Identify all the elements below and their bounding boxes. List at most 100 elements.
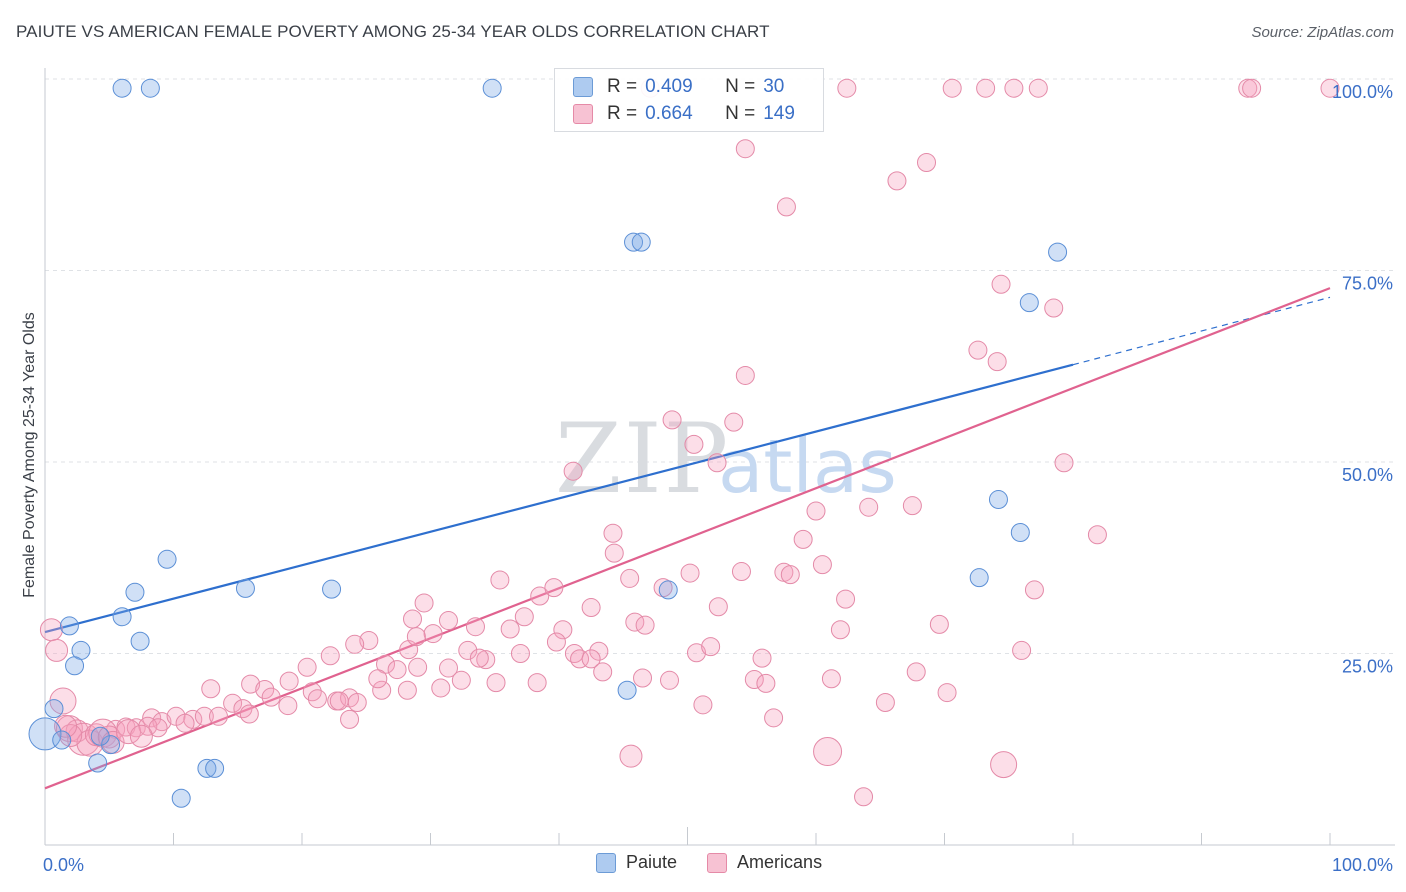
point-americans xyxy=(968,340,988,360)
point-americans xyxy=(255,680,275,700)
point-americans xyxy=(859,497,879,517)
trend-line-americans xyxy=(44,287,1331,790)
legend-n-value-paiute: 30 xyxy=(763,76,785,97)
point-americans xyxy=(917,152,937,172)
point-americans xyxy=(239,704,259,724)
point-americans xyxy=(486,673,506,693)
x-tick-label-max: 100.0% xyxy=(1332,855,1393,875)
point-americans xyxy=(116,719,142,745)
point-americans xyxy=(990,751,1018,779)
legend-item-paiute: Paiute xyxy=(596,852,677,873)
stats-legend: R = 0.409 N = 30 R = 0.664 N = 149 xyxy=(554,68,824,132)
point-paiute xyxy=(1010,522,1030,542)
point-americans xyxy=(653,578,673,598)
point-americans xyxy=(756,673,776,693)
source-label: Source: ZipAtlas.com xyxy=(1251,24,1394,41)
point-americans xyxy=(987,352,1007,372)
point-americans xyxy=(201,679,221,699)
point-americans xyxy=(329,691,349,711)
point-americans xyxy=(510,644,530,663)
point-americans xyxy=(620,568,640,588)
point-americans xyxy=(812,555,832,575)
point-paiute xyxy=(988,490,1008,510)
point-paiute xyxy=(112,78,132,98)
point-paiute xyxy=(157,549,177,569)
point-americans xyxy=(387,660,407,680)
point-americans xyxy=(490,570,510,590)
point-americans xyxy=(451,670,471,690)
point-americans xyxy=(662,410,682,430)
point-americans xyxy=(175,713,195,733)
point-americans xyxy=(345,634,365,654)
point-paiute xyxy=(235,578,255,598)
y-axis-label: Female Poverty Among 25-34 Year Olds xyxy=(21,312,38,598)
tick-labels: 25.0% 50.0% 75.0% 100.0% 0.0% 100.0% xyxy=(43,82,1393,875)
watermark-atlas: atlas xyxy=(718,424,897,510)
point-americans xyxy=(1242,78,1262,98)
point-paiute xyxy=(658,580,678,600)
point-americans xyxy=(208,706,228,726)
legend-r-value-paiute: 0.409 xyxy=(645,76,693,97)
point-americans xyxy=(469,648,489,668)
point-americans xyxy=(397,680,417,700)
point-americans xyxy=(633,668,653,688)
legend-swatch-americans xyxy=(573,104,593,124)
point-paiute xyxy=(617,680,637,700)
point-americans xyxy=(735,365,755,385)
point-americans xyxy=(942,78,962,98)
legend-row-americans: R = 0.664 N = 149 xyxy=(573,102,795,126)
point-americans xyxy=(403,609,423,629)
point-paiute xyxy=(112,607,132,627)
point-paiute xyxy=(90,726,110,746)
point-americans xyxy=(731,562,751,582)
point-americans xyxy=(340,709,360,729)
point-americans xyxy=(735,139,755,159)
point-americans xyxy=(223,693,243,713)
point-americans xyxy=(406,627,426,647)
point-americans xyxy=(902,496,922,516)
point-americans xyxy=(821,669,841,689)
point-americans xyxy=(1004,78,1024,98)
point-americans xyxy=(279,671,299,691)
legend-r-value-americans: 0.664 xyxy=(645,103,693,124)
point-americans xyxy=(707,453,727,473)
point-americans xyxy=(233,699,253,719)
point-paiute xyxy=(969,568,989,588)
point-americans xyxy=(465,617,485,637)
point-americans xyxy=(347,693,367,713)
data-points xyxy=(28,78,1340,808)
point-americans xyxy=(408,657,428,677)
point-americans xyxy=(724,412,744,432)
point-americans xyxy=(619,744,643,768)
legend-n-value-americans: 149 xyxy=(763,103,795,124)
point-americans xyxy=(423,624,443,644)
point-americans xyxy=(372,680,392,700)
point-americans xyxy=(359,630,379,650)
point-americans xyxy=(780,565,800,585)
point-americans xyxy=(476,650,496,670)
point-americans xyxy=(701,637,721,657)
point-americans xyxy=(581,598,601,618)
point-americans xyxy=(1044,298,1064,318)
point-americans xyxy=(530,586,550,606)
point-paiute xyxy=(65,656,85,676)
legend-item-americans: Americans xyxy=(707,852,822,873)
point-paiute xyxy=(171,788,191,808)
x-tick-label-min: 0.0% xyxy=(43,855,84,875)
point-americans xyxy=(635,615,655,635)
y-tick-label: 100.0% xyxy=(1332,82,1393,102)
point-paiute xyxy=(205,758,225,778)
point-paiute xyxy=(125,582,145,602)
point-americans xyxy=(625,612,645,632)
y-tick-label: 25.0% xyxy=(1342,657,1393,677)
point-americans xyxy=(514,607,534,627)
point-americans xyxy=(686,643,706,663)
point-americans xyxy=(241,674,261,694)
point-paiute xyxy=(140,78,160,98)
point-americans xyxy=(297,657,317,677)
trend-line-paiute-extension xyxy=(1072,296,1331,366)
legend-label-paiute: Paiute xyxy=(626,852,678,872)
y-tick-label: 50.0% xyxy=(1342,465,1393,485)
point-paiute xyxy=(130,631,150,651)
point-americans xyxy=(806,501,826,521)
